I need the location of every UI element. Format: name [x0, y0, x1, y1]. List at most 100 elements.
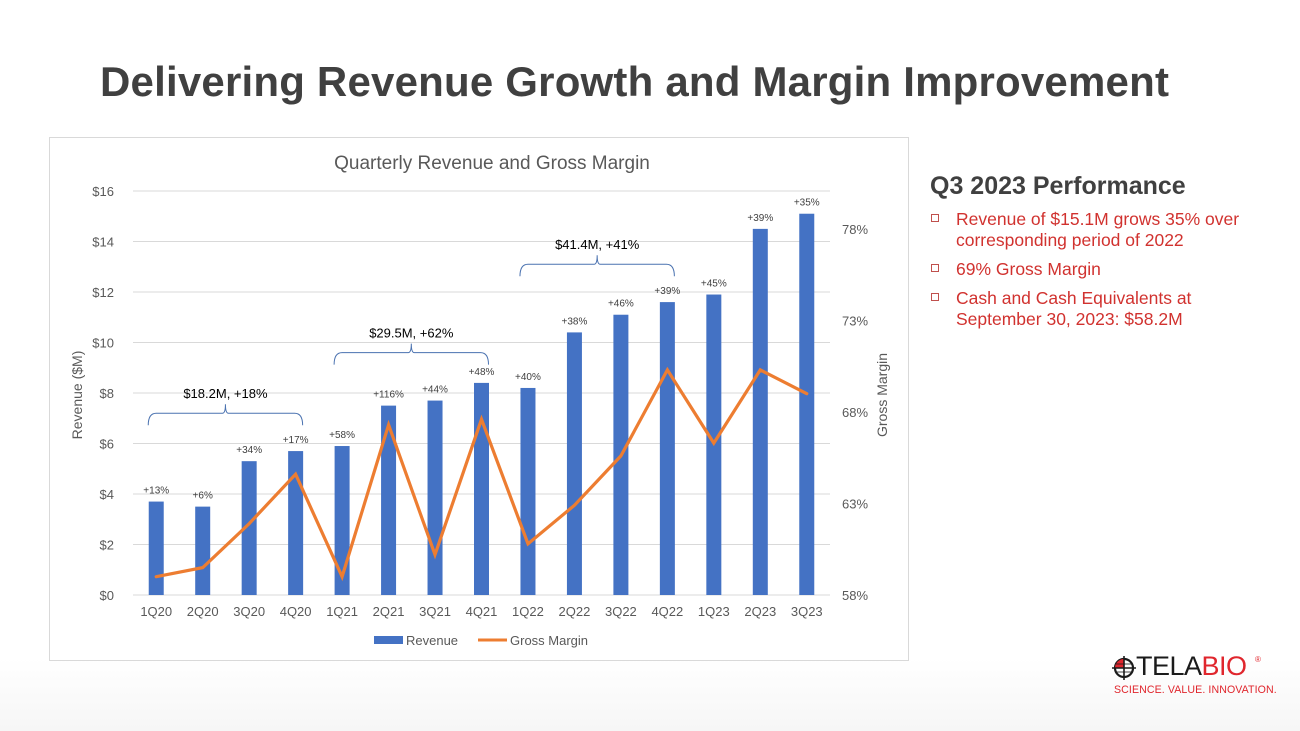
left-axis-tick-label: $6: [100, 437, 114, 452]
right-axis-ticks: 58% 63% 68% 73% 78%: [842, 222, 868, 603]
revenue-bar: [381, 405, 397, 595]
growth-data-label: +35%: [794, 198, 820, 209]
growth-data-label: +116%: [373, 390, 404, 401]
revenue-bar: [288, 451, 304, 595]
period-bracket: [519, 255, 675, 277]
square-bullet-icon: [931, 293, 939, 301]
right-axis-tick-label: 73%: [842, 314, 868, 329]
x-axis-tick-label: 4Q20: [280, 604, 312, 619]
growth-data-label: +13%: [143, 486, 169, 497]
performance-item-text: 69% Gross Margin: [956, 259, 1101, 279]
left-axis-title: Revenue ($M): [69, 351, 85, 440]
square-bullet-icon: [931, 264, 939, 272]
growth-data-label: +58%: [329, 430, 355, 441]
x-axis-tick-label: 3Q22: [605, 604, 637, 619]
period-total-label: $18.2M, +18%: [183, 386, 268, 401]
growth-data-label: +17%: [283, 435, 309, 446]
x-axis-tick-label: 3Q20: [233, 604, 265, 619]
left-axis-tick-label: $12: [92, 285, 114, 300]
growth-labels: +13% +6% +34% +17% +58% +116% +44% +48% +40% +38%…: [143, 198, 819, 502]
x-axis-tick-label: 2Q22: [559, 604, 591, 619]
performance-item-cash: Cash and Cash Equivalents at September 3…: [930, 288, 1260, 330]
revenue-bar: [474, 382, 489, 595]
x-axis-tick-label: 4Q22: [651, 604, 683, 619]
growth-data-label: +34%: [236, 445, 262, 456]
period-brackets: $18.2M, +18% $29.5M, +62% $41.4M, +41%: [147, 237, 675, 426]
registered-mark: ®: [1255, 655, 1261, 664]
right-axis-tick-label: 78%: [842, 222, 868, 237]
right-axis-tick-label: 68%: [842, 405, 868, 420]
growth-data-label: +48%: [469, 367, 495, 378]
right-axis-tick-label: 63%: [842, 497, 868, 512]
logo-wordmark-tela: TELA: [1136, 651, 1202, 681]
legend-revenue-swatch: [374, 636, 403, 644]
telabio-logo: TELABIO ® SCIENCE. VALUE. INNOVATION.: [1112, 651, 1277, 701]
revenue-bars: [148, 213, 815, 595]
performance-item-gross-margin: 69% Gross Margin: [930, 259, 1260, 280]
period-total-label: $29.5M, +62%: [369, 326, 454, 341]
logo-wordmark: TELABIO: [1136, 651, 1247, 682]
left-axis-tick-label: $2: [100, 538, 114, 553]
revenue-bar: [195, 506, 211, 595]
period-total-label: $41.4M, +41%: [555, 237, 640, 252]
x-axis-tick-label: 1Q20: [140, 604, 172, 619]
performance-item-text: Revenue of $15.1M grows 35% over corresp…: [956, 209, 1240, 250]
x-axis-tick-label: 4Q21: [466, 604, 498, 619]
logo-wordmark-bio: BIO: [1201, 651, 1248, 681]
left-axis-ticks: $0 $2 $4 $6 $8 $10 $12 $14 $16: [92, 184, 114, 603]
x-axis-tick-label: 2Q20: [187, 604, 219, 619]
growth-data-label: +40%: [515, 372, 541, 383]
growth-data-label: +45%: [701, 279, 727, 290]
revenue-bar: [241, 461, 257, 595]
mesh-crosshair-icon: [1112, 656, 1136, 680]
x-axis-tick-label: 1Q21: [326, 604, 358, 619]
performance-panel: Q3 2023 Performance Revenue of $15.1M gr…: [930, 172, 1260, 338]
revenue-bar: [566, 332, 582, 595]
chart-container: Quarterly Revenue and Gross Margin $18.2…: [49, 137, 909, 661]
revenue-bar: [520, 387, 536, 595]
left-axis-tick-label: $10: [92, 336, 114, 351]
revenue-bar: [148, 501, 164, 595]
chart-title: Quarterly Revenue and Gross Margin: [334, 153, 650, 174]
revenue-bar: [752, 228, 768, 595]
legend-gross-margin-label: Gross Margin: [510, 633, 588, 648]
right-axis-tick-label: 58%: [842, 588, 868, 603]
revenue-margin-chart: Quarterly Revenue and Gross Margin $18.2…: [69, 153, 890, 648]
growth-data-label: +38%: [562, 316, 588, 327]
period-bracket: [147, 404, 304, 426]
gross-margin-line: [154, 366, 809, 582]
revenue-bar: [334, 446, 350, 595]
slide-title: Delivering Revenue Growth and Margin Imp…: [100, 58, 1170, 105]
x-axis-tick-label: 2Q21: [373, 604, 405, 619]
growth-data-label: +39%: [654, 286, 680, 297]
performance-title: Q3 2023 Performance: [930, 172, 1186, 200]
revenue-bar: [659, 302, 675, 595]
x-axis-tick-label: 3Q23: [791, 604, 823, 619]
left-axis-tick-label: $16: [92, 184, 114, 199]
performance-list: Revenue of $15.1M grows 35% over corresp…: [930, 209, 1260, 330]
left-axis-tick-label: $8: [100, 386, 114, 401]
revenue-bar: [799, 213, 815, 595]
right-axis-title: Gross Margin: [874, 353, 890, 437]
period-bracket: [333, 343, 489, 365]
growth-data-label: +46%: [608, 299, 634, 310]
logo-tagline: SCIENCE. VALUE. INNOVATION.: [1114, 684, 1277, 696]
growth-data-label: +44%: [422, 385, 448, 396]
left-axis-tick-label: $0: [100, 588, 114, 603]
x-axis-tick-label: 3Q21: [419, 604, 451, 619]
x-axis-tick-label: 1Q22: [512, 604, 544, 619]
x-axis-ticks: 1Q20 2Q20 3Q20 4Q20 1Q21 2Q21 3Q21 4Q21 1Q22 2Q22…: [140, 604, 822, 619]
left-axis-tick-label: $14: [92, 235, 114, 250]
performance-item-revenue: Revenue of $15.1M grows 35% over corresp…: [930, 209, 1260, 251]
legend-revenue-label: Revenue: [406, 633, 458, 648]
x-axis-tick-label: 2Q23: [744, 604, 776, 619]
gross-margin-line-group: [154, 366, 809, 582]
legend: Revenue Gross Margin: [374, 633, 588, 648]
performance-item-text: Cash and Cash Equivalents at September 3…: [956, 288, 1192, 329]
x-axis-tick-label: 1Q23: [698, 604, 730, 619]
revenue-bar: [427, 400, 443, 595]
square-bullet-icon: [931, 214, 939, 222]
growth-data-label: +39%: [747, 213, 773, 224]
growth-data-label: +6%: [193, 491, 213, 502]
left-axis-tick-label: $4: [100, 487, 114, 502]
